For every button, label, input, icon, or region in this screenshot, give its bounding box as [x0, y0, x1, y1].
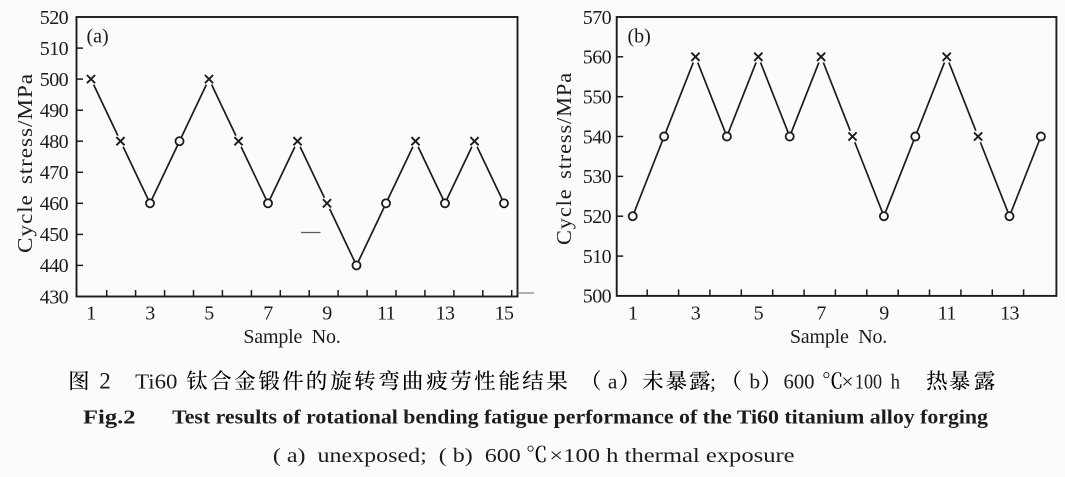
svg-text:500: 500 [583, 286, 612, 308]
svg-text:15: 15 [495, 303, 514, 325]
svg-text:460: 460 [40, 193, 69, 215]
svg-text:9: 9 [879, 303, 889, 325]
svg-text:Cycle stress/MPa: Cycle stress/MPa [552, 72, 576, 245]
svg-text:×100 h thermal exposure: ×100 h thermal exposure [549, 445, 794, 467]
svg-text:13: 13 [436, 303, 455, 325]
svg-text:h: h [891, 370, 901, 394]
svg-text:×: × [841, 370, 853, 394]
svg-text:490: 490 [40, 100, 69, 122]
svg-text:Cycle stress/MPa: Cycle stress/MPa [13, 73, 37, 253]
svg-text:2: 2 [99, 369, 111, 394]
svg-text:13: 13 [1000, 303, 1019, 325]
svg-text:9: 9 [322, 303, 332, 325]
svg-text:500: 500 [40, 69, 69, 91]
svg-text:550: 550 [583, 86, 612, 108]
svg-text:Sample No.: Sample No. [243, 326, 340, 348]
svg-text:450: 450 [40, 224, 69, 246]
svg-text:480: 480 [40, 131, 69, 153]
svg-text:520: 520 [583, 206, 612, 228]
svg-text:1: 1 [628, 303, 637, 325]
svg-text:3: 3 [691, 303, 701, 325]
svg-text:510: 510 [583, 246, 612, 268]
svg-text:560: 560 [583, 47, 612, 69]
svg-text:Fig.2: Fig.2 [83, 407, 136, 429]
svg-text:430: 430 [40, 286, 69, 308]
svg-text:b: b [749, 370, 760, 394]
svg-text:11: 11 [938, 303, 956, 325]
svg-text:530: 530 [583, 166, 612, 188]
svg-text:540: 540 [583, 126, 612, 148]
svg-text:470: 470 [40, 162, 69, 184]
svg-text:(a): (a) [87, 26, 109, 48]
svg-text:11: 11 [377, 303, 395, 325]
svg-text:100: 100 [855, 370, 882, 394]
svg-text:Ti60: Ti60 [135, 370, 177, 394]
svg-text:3: 3 [145, 303, 155, 325]
svg-text:600: 600 [784, 370, 815, 394]
svg-text:5: 5 [754, 303, 764, 325]
svg-text:1: 1 [86, 303, 95, 325]
svg-text:Sample No.: Sample No. [790, 326, 887, 348]
svg-text:440: 440 [40, 255, 69, 277]
svg-text:7: 7 [263, 303, 273, 325]
svg-text:Test results of rotational ben: Test results of rotational bending fatig… [172, 408, 988, 429]
svg-text:510: 510 [40, 38, 69, 60]
svg-text:570: 570 [583, 7, 612, 29]
svg-text:7: 7 [816, 303, 826, 325]
svg-text:(b): (b) [628, 26, 651, 48]
svg-text:;: ; [710, 370, 716, 394]
svg-text:( a) unexposed; ( b) 600: ( a) unexposed; ( b) 600 [273, 445, 521, 467]
svg-text:a: a [608, 370, 618, 394]
svg-text:520: 520 [40, 7, 69, 29]
svg-text:5: 5 [204, 303, 214, 325]
